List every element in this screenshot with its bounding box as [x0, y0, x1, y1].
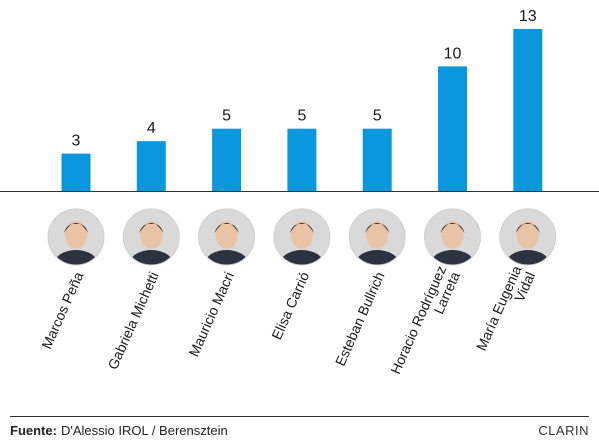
avatar-shoulders [355, 250, 400, 265]
category-label: Marcos Peña [38, 269, 86, 351]
avatar-shoulders [430, 250, 475, 265]
avatar-hair [139, 223, 164, 233]
avatar-shoulders [279, 250, 324, 265]
data-label: 13 [519, 8, 537, 25]
category-label: Mauricio Macri [185, 269, 237, 359]
category-label-line: Esteban Bullrich [332, 269, 388, 368]
data-label: 5 [373, 108, 382, 125]
source-label: Fuente: [10, 423, 57, 438]
bar-chart: 3 4 5 5 5 10 13 Marcos Peña Gabriela Michetti Mau… [0, 8, 599, 382]
avatar-hair [440, 223, 465, 233]
bar [287, 128, 317, 191]
source: Fuente: D'Alessio IROL / Berensztein [10, 423, 228, 438]
portrait-avatar [349, 209, 406, 265]
data-label: 4 [147, 120, 156, 137]
category-label-line: Mauricio Macri [185, 269, 237, 359]
avatar-face [290, 221, 313, 249]
avatar-ring [122, 208, 180, 266]
source-text: D'Alessio IROL / Berensztein [60, 423, 228, 438]
avatar-ring [273, 208, 331, 266]
avatar-face [140, 221, 163, 249]
footer: Fuente: D'Alessio IROL / Berensztein CLAR… [10, 416, 589, 438]
avatar-face [366, 221, 389, 249]
portrait-avatar [198, 209, 255, 265]
category-label: Horacio RodríguezLarreta [387, 263, 463, 382]
data-label: 3 [72, 133, 81, 150]
data-label: 5 [297, 108, 306, 125]
avatar-shoulders [505, 250, 550, 265]
bar [61, 153, 91, 191]
avatar-face [441, 221, 464, 249]
avatar-hair [289, 223, 314, 233]
portrait-avatar [424, 209, 481, 265]
avatar-hair [214, 223, 239, 233]
category-label-line: Horacio Rodríguez [387, 263, 449, 376]
avatar-ring [499, 208, 557, 266]
bar [362, 128, 392, 191]
category-labels: Marcos Peña Gabriela Michetti Mauricio Mac… [38, 263, 538, 382]
brand-logo-text: CLARIN [538, 423, 589, 438]
category-label: María EugeniaVidal [473, 263, 538, 359]
avatar-ring [47, 208, 105, 266]
avatar-ring [424, 208, 481, 266]
data-label: 5 [222, 108, 231, 125]
avatar-shoulders [54, 250, 98, 265]
avatar-face [65, 221, 87, 249]
avatar-face [215, 221, 238, 249]
bar [136, 141, 166, 191]
bar [438, 66, 467, 191]
avatar-hair [64, 223, 88, 233]
data-label: 10 [444, 45, 462, 62]
portrait-avatar [123, 209, 180, 265]
bar [513, 29, 543, 191]
avatar-shoulders [204, 250, 249, 265]
avatar-hair [365, 223, 390, 233]
avatar-ring [198, 208, 256, 266]
category-label-line: Elisa Carrió [268, 269, 312, 342]
avatar-ring [348, 208, 406, 266]
portrait-avatar [273, 209, 330, 265]
category-label-line: María Eugenia [473, 263, 525, 353]
portrait-avatar [48, 209, 104, 265]
avatar-hair [515, 223, 540, 233]
portraits [47, 208, 557, 266]
avatar-face [516, 221, 539, 249]
category-label: Esteban Bullrich [332, 269, 388, 368]
portrait-avatar [499, 209, 556, 265]
category-label-line: Marcos Peña [38, 269, 86, 351]
avatar-shoulders [129, 250, 174, 265]
category-label: Elisa Carrió [268, 269, 312, 342]
bars: 3 4 5 5 5 10 13 [61, 8, 543, 191]
category-label: Gabriela Michetti [104, 269, 161, 371]
bar [212, 128, 242, 191]
category-label-line: Gabriela Michetti [104, 269, 161, 371]
